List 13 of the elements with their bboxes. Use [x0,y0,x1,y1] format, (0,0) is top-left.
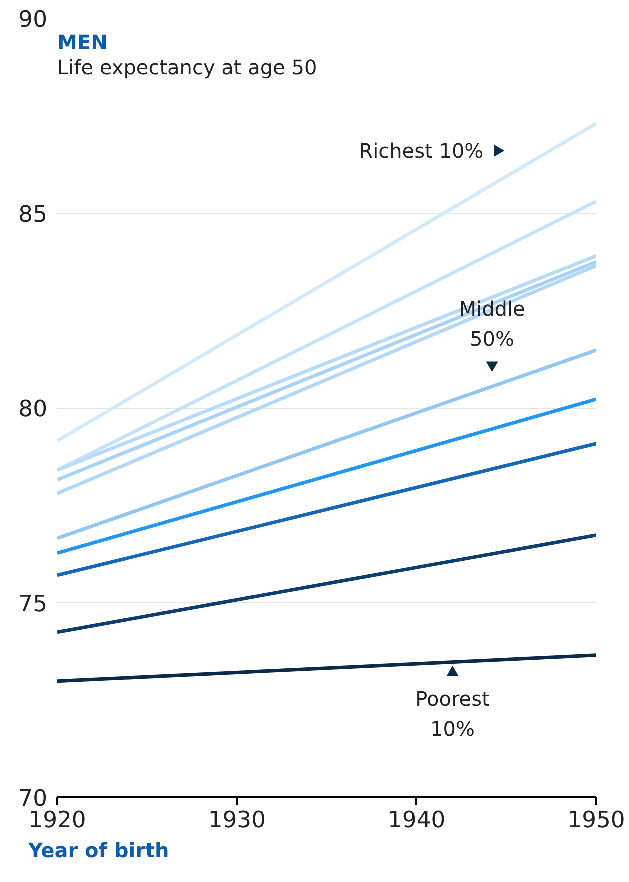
y-tick-label: 85 [18,202,48,228]
annotation: Richest 10% [359,138,484,163]
x-axis-title: Year of birth [28,838,170,862]
x-tick-label: 1930 [208,808,266,834]
annotation: Middle 50% [459,297,526,352]
y-tick-label: 90 [18,7,48,33]
annotation: Poorest 10% [416,686,490,741]
text: MEN [58,30,108,54]
x-tick-label: 1940 [388,808,446,834]
x-tick-label: 1950 [568,808,626,834]
text: Life expectancy at age 50 [58,56,318,80]
y-tick-label: 80 [18,396,48,422]
y-tick-label: 75 [18,591,48,618]
